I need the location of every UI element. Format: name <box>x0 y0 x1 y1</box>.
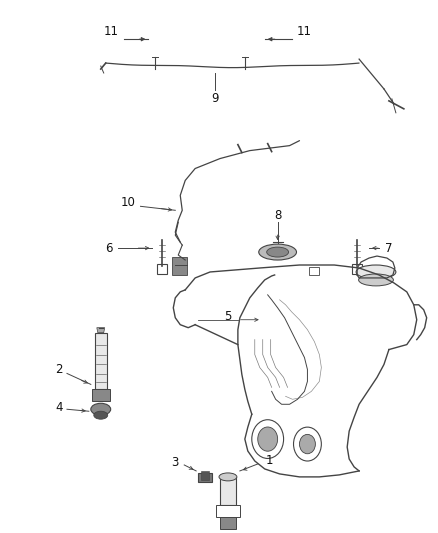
Ellipse shape <box>91 403 111 415</box>
Text: 9: 9 <box>211 92 219 106</box>
Text: 11: 11 <box>103 25 118 38</box>
Bar <box>201 471 209 480</box>
Ellipse shape <box>259 244 297 260</box>
Bar <box>220 477 236 505</box>
Text: 7: 7 <box>385 241 392 255</box>
FancyBboxPatch shape <box>157 264 167 274</box>
Polygon shape <box>97 328 105 333</box>
Ellipse shape <box>94 411 108 419</box>
Text: 4: 4 <box>55 401 63 414</box>
Text: 5: 5 <box>224 310 232 323</box>
Circle shape <box>300 434 315 454</box>
Text: 1: 1 <box>266 455 273 467</box>
Circle shape <box>293 427 321 461</box>
Bar <box>172 257 187 275</box>
Bar <box>309 267 319 275</box>
Text: 10: 10 <box>121 196 136 209</box>
Circle shape <box>258 427 278 451</box>
Bar <box>95 333 107 389</box>
Text: 6: 6 <box>105 241 113 255</box>
Ellipse shape <box>267 247 289 257</box>
Bar <box>92 389 110 401</box>
Circle shape <box>252 419 283 458</box>
Text: 8: 8 <box>274 209 281 222</box>
FancyBboxPatch shape <box>198 473 212 482</box>
Text: 11: 11 <box>297 25 312 38</box>
Bar <box>216 505 240 516</box>
Ellipse shape <box>356 265 396 279</box>
Bar <box>220 516 236 529</box>
Text: 3: 3 <box>172 456 179 470</box>
Ellipse shape <box>219 473 237 481</box>
FancyBboxPatch shape <box>352 264 362 274</box>
Ellipse shape <box>359 274 393 286</box>
Text: 2: 2 <box>55 363 63 376</box>
